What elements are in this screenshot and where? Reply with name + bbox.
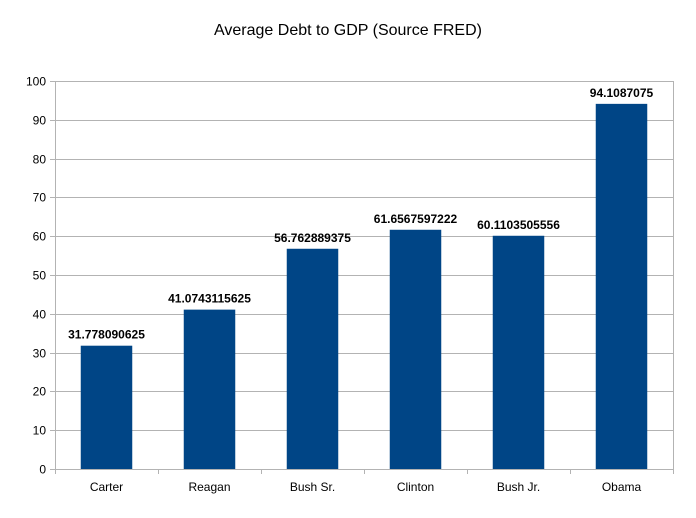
- x-tick-label: Carter: [90, 480, 123, 494]
- data-label: 56.762889375: [274, 231, 351, 245]
- data-label: 31.778090625: [68, 328, 145, 342]
- bars: [80, 103, 648, 469]
- y-tick-label: 90: [33, 114, 47, 128]
- x-axis-ticks: Carter Reagan Bush Sr. Clinton Bush Jr. Obama: [90, 469, 642, 494]
- y-axis-ticks: 0 10 20 30 40 50 60 70 80 90 100: [26, 75, 46, 477]
- bar-reagan: [183, 309, 236, 469]
- x-tick-label: Clinton: [397, 480, 434, 494]
- y-tick-label: 100: [26, 75, 46, 89]
- y-tick-label: 20: [33, 385, 47, 399]
- bar-carter: [80, 345, 133, 469]
- x-tick-label: Reagan: [188, 480, 230, 494]
- bar-obama: [595, 103, 648, 469]
- bar-clinton: [389, 229, 442, 469]
- x-tick-label: Bush Sr.: [290, 480, 335, 494]
- data-label: 94.1087075: [590, 86, 654, 100]
- y-tick-label: 30: [33, 347, 47, 361]
- x-tick-label: Bush Jr.: [497, 480, 540, 494]
- data-label: 60.1103505556: [477, 218, 560, 232]
- x-tick-label: Obama: [602, 480, 642, 494]
- bar-bush-sr: [286, 248, 339, 469]
- y-tick-label: 40: [33, 308, 47, 322]
- y-tick-label: 80: [33, 153, 47, 167]
- y-tick-label: 0: [39, 463, 46, 477]
- data-label: 41.0743115625: [168, 292, 251, 306]
- data-label: 61.6567597222: [374, 212, 458, 226]
- grid-lines: [50, 81, 674, 474]
- bar-bush-jr: [492, 235, 545, 469]
- chart-title: Average Debt to GDP (Source FRED): [214, 22, 482, 39]
- y-tick-label: 50: [33, 269, 47, 283]
- y-tick-label: 10: [33, 424, 47, 438]
- data-labels: 31.778090625 41.0743115625 56.762889375 61.…: [68, 86, 653, 342]
- y-tick-label: 60: [33, 230, 47, 244]
- y-tick-label: 70: [33, 191, 47, 205]
